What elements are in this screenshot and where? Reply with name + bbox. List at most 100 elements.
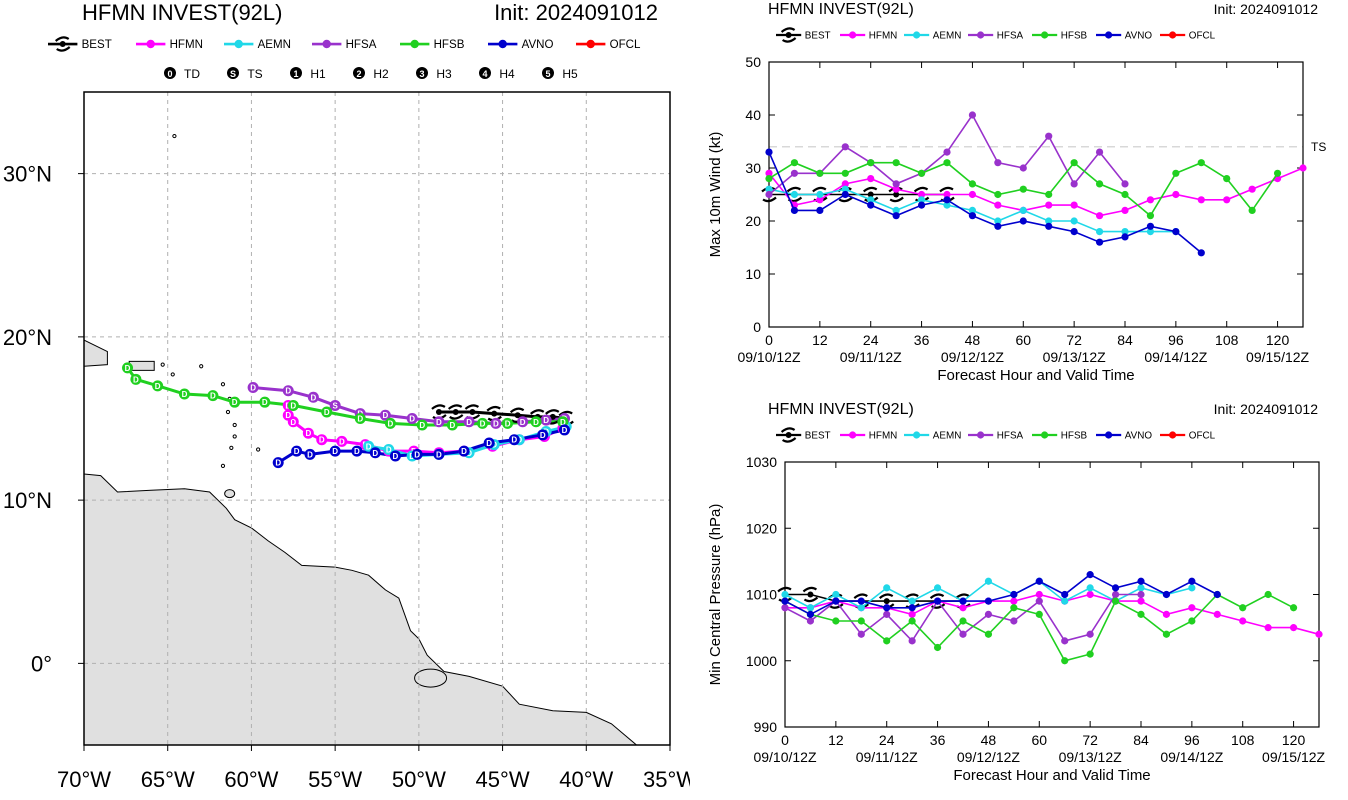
track-point-label-hfsa-3: D [493, 419, 499, 428]
pres-point-avno-17 [1213, 590, 1221, 599]
track-point-label-avno-10: D [332, 447, 338, 456]
track-point-label-hfmn-11: D [305, 429, 311, 438]
wind-point-best-4-eye [867, 191, 874, 198]
wind-y-tick-40: 40 [745, 107, 761, 123]
caribbean-island-7 [220, 463, 226, 468]
pres-point-hfsb-7 [959, 617, 967, 625]
track-point-label-avno-6: D [414, 450, 420, 459]
track-point-label-hfsa-2: D [520, 418, 526, 427]
track-point-label-hfsb-14: D [155, 382, 161, 391]
pres-x-date-3: 09/13/12Z [1059, 749, 1122, 765]
wind-point-hfmn-18 [1223, 196, 1231, 204]
pres-line-avno [784, 573, 1218, 616]
intensity-legend-symbol-h5 [542, 67, 554, 79]
pres-point-hfmn-17 [1213, 610, 1221, 618]
track-point-hfsa-4 [463, 416, 475, 428]
wind-point-avno-7 [943, 196, 951, 204]
track-legend-label-aemn: AEMN [258, 39, 291, 51]
track-point-hfsb-9 [287, 399, 299, 411]
track-point-label-hfsa-4: D [466, 418, 472, 427]
pres-point-aemn-14 [1137, 584, 1145, 592]
intensity-legend-label-h3: H3 [436, 67, 452, 81]
wind-legend-label-ofcl: OFCL [1189, 31, 1216, 42]
wind-point-aemn-9 [994, 217, 1002, 225]
wind-x-date-1: 09/11/12Z [840, 349, 902, 365]
pres-point-hfmn-18 [1239, 617, 1247, 625]
wind-point-avno-13 [1095, 238, 1104, 246]
wind-legend-marker-ofcl [1169, 31, 1177, 39]
wind-x-tick-36: 36 [914, 332, 930, 348]
track-legend-label-hfsa: HFSA [346, 39, 377, 51]
pres-point-hfsa-11 [1061, 637, 1069, 645]
track-point-hfsb-10 [259, 396, 271, 408]
track-point-label-hfsa-6: D [409, 415, 415, 424]
wind-point-aemn-1 [790, 190, 799, 199]
track-point-label-hfsb-3: D [480, 419, 486, 428]
wind-point-hfsa-5 [892, 180, 900, 188]
track-point-label-avno-9: D [354, 447, 360, 456]
pres-point-aemn-4 [883, 584, 891, 592]
puerto-rico-island [128, 360, 155, 371]
wind-point-hfsb-3 [841, 169, 849, 177]
track-point-hfsb-1 [530, 416, 542, 428]
pres-point-hfsb-20 [1289, 604, 1298, 612]
track-point-label-hfsb-15: D [133, 375, 139, 384]
pres-y-tick-990: 990 [754, 719, 778, 735]
trinidad-island [224, 489, 236, 499]
track-point-hfsa-2 [517, 416, 529, 428]
track-point-label-hfsb-10: D [262, 398, 268, 407]
wind-point-hfmn-8 [968, 190, 977, 199]
wind-point-hfsb-4 [867, 159, 875, 167]
wind-point-aemn-10 [1019, 206, 1027, 214]
track-point-label-hfsb-9: D [290, 401, 296, 410]
pres-x-date-4: 09/14/12Z [1160, 749, 1223, 765]
pres-point-avno-14 [1137, 577, 1145, 585]
wind-point-aemn-15 [1146, 228, 1155, 236]
pres-point-hfsa-3 [857, 630, 865, 638]
pres-legend-marker-hfmn [849, 431, 857, 439]
pres-point-avno-5 [908, 604, 916, 612]
wind-point-hfsb-8 [968, 180, 977, 188]
track-y-tick-0: 0° [31, 651, 52, 676]
wind-point-avno-6 [917, 201, 926, 209]
track-point-label-hfsb-16: D [125, 364, 131, 373]
track-point-hfsb-4 [446, 419, 458, 431]
track-point-label-aemn-4: D [466, 449, 472, 458]
track-x-tick-6: 40°W [559, 767, 613, 792]
pres-point-hfsa-0 [781, 604, 789, 612]
track-point-hfmn-10 [316, 434, 328, 446]
pres-legend-marker-best-eye [785, 432, 792, 438]
track-point-label-avno-8: D [372, 449, 378, 458]
track-point-avno-10 [329, 445, 341, 457]
wind-y-axis-label: Max 10m Wind (kt) [707, 132, 724, 258]
wind-x-axis-label: Forecast Hour and Valid Time [937, 367, 1134, 384]
pres-point-hfsb-9 [1010, 604, 1018, 612]
hispaniola-land [84, 339, 108, 367]
track-point-avno-1 [537, 429, 549, 441]
wind-point-hfmn-7 [943, 190, 951, 199]
pres-point-hfsa-13 [1111, 590, 1120, 599]
wind-legend-marker-best-arm [780, 27, 797, 43]
wind-point-hfmn-2 [816, 196, 824, 204]
intensity-legend-label-ts: TS [247, 67, 262, 81]
pres-point-avno-0 [781, 597, 789, 605]
intensity-legend-symbol-h4 [479, 67, 491, 79]
intensity-legend-symbol-text-h3: 3 [419, 69, 424, 79]
wind-point-aemn-13 [1095, 228, 1104, 236]
pres-point-best-6-arm [929, 593, 946, 609]
wind-line-avno [768, 151, 1202, 254]
wind-point-aemn-7 [943, 201, 951, 209]
wind-init-label: Init: 2024091012 [1214, 1, 1319, 17]
wind-legend-label-hfmn: HFMN [869, 31, 898, 42]
pres-point-hfsb-8 [984, 630, 993, 638]
wind-point-aemn-11 [1045, 217, 1053, 225]
pres-point-best-1 [802, 586, 819, 603]
track-point-best-3-eye [514, 412, 521, 419]
caribbean-island-3 [232, 422, 237, 428]
pres-plot-area [777, 571, 1323, 665]
wind-legend-label-avno: AVNO [1125, 31, 1153, 42]
pres-point-hfsb-18 [1239, 604, 1247, 612]
pres-legend-marker-aemn [913, 431, 921, 439]
track-point-hfsa-3 [490, 417, 502, 429]
track-point-label-avno-13: D [275, 459, 281, 468]
